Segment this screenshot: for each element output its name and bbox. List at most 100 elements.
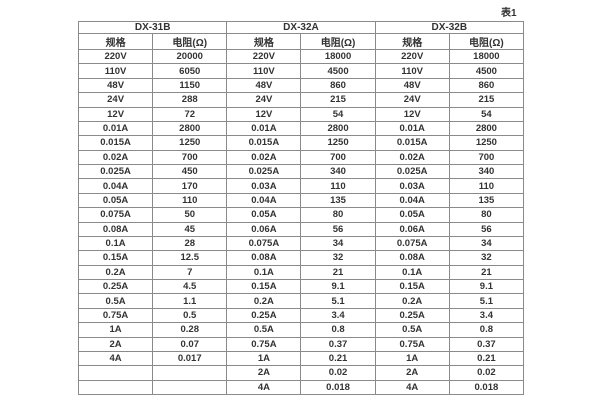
resistance-cell: 0.37 [300, 336, 376, 352]
resistance-cell: 1250 [448, 135, 525, 151]
group-header-row: DX-31B DX-32A DX-32B [77, 21, 525, 34]
resistance-cell: 9.1 [448, 278, 525, 295]
resistance-cell: 6050 [152, 63, 228, 79]
resistance-cell: 0.5 [152, 307, 228, 324]
spec-cell: 0.075A [226, 235, 302, 252]
resistance-cell: 21 [300, 264, 376, 281]
table-row: 0.01A 2800 0.01A 2800 0.01A 2800 [77, 120, 525, 137]
spec-cell: 0.5A [77, 293, 154, 309]
resistance-cell: 3.4 [448, 307, 525, 324]
spec-cell: 0.01A [77, 120, 154, 137]
spec-column-header: 规格 [374, 33, 450, 50]
resistance-cell: 56 [448, 221, 525, 237]
spec-cell: 0.025A [226, 163, 302, 180]
table-row: 0.02A 700 0.02A 700 0.02A 700 [77, 149, 525, 166]
spec-cell: 0.5A [226, 322, 302, 338]
spec-cell: 0.08A [226, 250, 302, 266]
spec-cell: 0.2A [374, 293, 450, 309]
spec-cell: 0.75A [77, 307, 154, 324]
resistance-cell: 20000 [152, 48, 228, 65]
resistance-cell: 80 [448, 207, 525, 223]
resistance-cell: 0.8 [300, 322, 376, 338]
spec-cell: 0.04A [374, 192, 450, 209]
table-row: 0.15A 12.5 0.08A 32 0.08A 32 [77, 250, 525, 266]
resistance-cell: 1250 [300, 135, 376, 151]
resistance-column-header: 电阻(Ω) [448, 33, 525, 50]
resistance-cell: 4500 [448, 63, 525, 79]
spec-cell: 0.25A [374, 307, 450, 324]
spec-cell [77, 365, 154, 381]
spec-cell: 0.1A [374, 264, 450, 281]
resistance-cell: 0.07 [152, 336, 228, 352]
table-row: 0.5A 1.1 0.2A 5.1 0.2A 5.1 [77, 293, 525, 309]
spec-cell: 0.015A [226, 135, 302, 151]
spec-cell: 0.25A [226, 307, 302, 324]
spec-cell: 220V [226, 48, 302, 65]
resistance-cell: 340 [300, 163, 376, 180]
table-row: 0.075A 50 0.05A 80 0.05A 80 [77, 207, 525, 223]
sub-header-row: 规格 电阻(Ω) 规格 电阻(Ω) 规格 电阻(Ω) [77, 33, 525, 50]
resistance-cell: 340 [448, 163, 525, 180]
spec-cell: 0.015A [77, 135, 154, 151]
resistance-cell: 0.02 [448, 365, 525, 381]
resistance-cell: 0.018 [448, 379, 525, 396]
table-row: 110V 6050 110V 4500 110V 4500 [77, 63, 525, 79]
table-row: 48V 1150 48V 860 48V 860 [77, 77, 525, 94]
table-row: 12V 72 12V 54 12V 54 [77, 106, 525, 122]
spec-cell: 4A [374, 379, 450, 396]
resistance-cell: 28 [152, 235, 228, 252]
spec-cell: 0.08A [374, 250, 450, 266]
table-row: 4A 0.017 1A 0.21 1A 0.21 [77, 350, 525, 367]
resistance-cell: 50 [152, 207, 228, 223]
spec-cell: 0.025A [77, 163, 154, 180]
table-row: 0.25A 4.5 0.15A 9.1 0.15A 9.1 [77, 278, 525, 295]
resistance-cell: 2800 [152, 120, 228, 137]
spec-cell: 220V [374, 48, 450, 65]
resistance-cell: 110 [152, 192, 228, 209]
resistance-cell: 288 [152, 92, 228, 108]
spec-cell: 0.08A [77, 221, 154, 237]
spec-cell: 0.01A [374, 120, 450, 137]
table-row: 2A 0.02 2A 0.02 [77, 365, 525, 381]
resistance-cell: 860 [300, 77, 376, 94]
spec-cell: 1A [374, 350, 450, 367]
resistance-cell: 18000 [448, 48, 525, 65]
resistance-cell: 215 [300, 92, 376, 108]
resistance-cell: 0.37 [448, 336, 525, 352]
spec-cell: 110V [226, 63, 302, 79]
resistance-cell: 80 [300, 207, 376, 223]
spec-cell: 220V [77, 48, 154, 65]
resistance-cell: 18000 [300, 48, 376, 65]
spec-cell: 0.025A [374, 163, 450, 180]
table-row: 220V 20000 220V 18000 220V 18000 [77, 48, 525, 65]
resistance-cell: 45 [152, 221, 228, 237]
table-row: 0.1A 28 0.075A 34 0.075A 34 [77, 235, 525, 252]
spec-cell [77, 379, 154, 396]
resistance-cell: 5.1 [448, 293, 525, 309]
resistance-cell: 450 [152, 163, 228, 180]
spec-cell: 2A [77, 336, 154, 352]
spec-cell: 0.05A [374, 207, 450, 223]
resistance-cell: 170 [152, 178, 228, 194]
spec-cell: 0.04A [77, 178, 154, 194]
resistance-column-header: 电阻(Ω) [152, 33, 228, 50]
spec-cell: 0.04A [226, 192, 302, 209]
spec-cell: 24V [226, 92, 302, 108]
resistance-cell: 12.5 [152, 250, 228, 266]
spec-cell: 0.2A [226, 293, 302, 309]
resistance-cell: 34 [300, 235, 376, 252]
resistance-cell: 0.02 [300, 365, 376, 381]
resistance-cell: 32 [300, 250, 376, 266]
group-header-dx32b: DX-32B [374, 21, 525, 34]
spec-cell: 0.02A [226, 149, 302, 166]
spec-cell: 48V [226, 77, 302, 94]
spec-cell: 110V [374, 63, 450, 79]
resistance-cell: 21 [448, 264, 525, 281]
spec-cell: 0.05A [77, 192, 154, 209]
spec-cell: 0.01A [226, 120, 302, 137]
resistance-cell: 1.1 [152, 293, 228, 309]
spec-cell: 24V [77, 92, 154, 108]
resistance-cell: 860 [448, 77, 525, 94]
resistance-cell: 54 [448, 106, 525, 122]
resistance-cell: 54 [300, 106, 376, 122]
